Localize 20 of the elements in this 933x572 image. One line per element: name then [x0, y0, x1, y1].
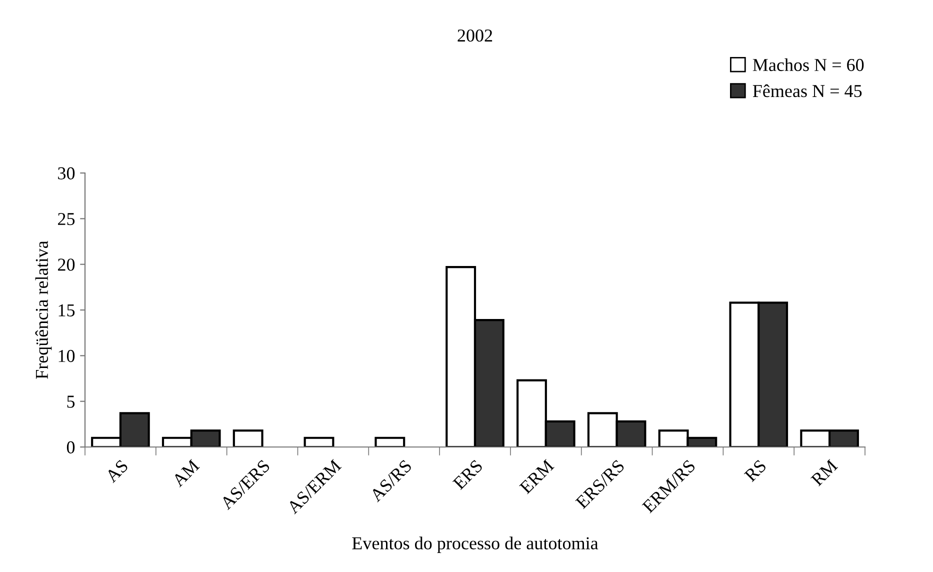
x-axis-title: Eventos do processo de autotomia [352, 536, 598, 554]
bar [304, 436, 334, 447]
legend-label: Fêmeas N = 45 [752, 84, 862, 98]
y-tick-label: 15 [58, 304, 75, 316]
bar [374, 436, 406, 447]
chart-title: 2002 [458, 29, 492, 42]
y-tick-label: 30 [58, 167, 75, 180]
x-tick-label: AS [104, 459, 129, 484]
y-tick-label: 20 [58, 258, 75, 271]
x-tick-label: ERS [452, 459, 484, 490]
y-tick-label: 0 [66, 441, 75, 454]
x-tick-label: RM [810, 458, 838, 486]
x-tick-label: AM [171, 458, 200, 488]
x-tick-label: RS [744, 459, 767, 482]
legend-label: Machos N = 60 [752, 58, 864, 72]
y-tick-label: 5 [67, 396, 75, 408]
y-tick-label: 25 [58, 212, 75, 226]
y-tick-label: 10 [58, 350, 75, 362]
y-axis-title: Freqüência relativa [35, 240, 52, 379]
bar [232, 430, 264, 447]
